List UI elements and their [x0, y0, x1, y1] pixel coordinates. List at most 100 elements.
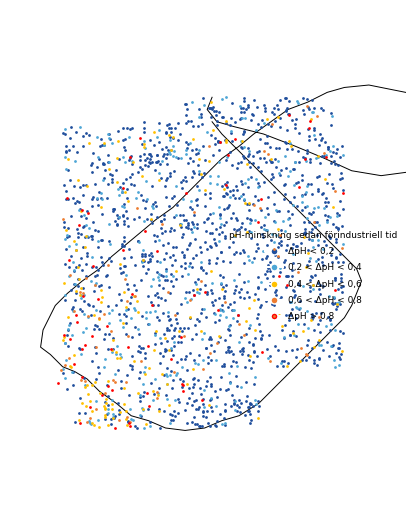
Point: [309, 96, 315, 104]
Point: [236, 396, 243, 404]
Point: [282, 180, 288, 188]
Point: [304, 261, 311, 269]
Point: [155, 316, 162, 324]
Point: [74, 148, 80, 156]
Point: [81, 310, 87, 318]
Point: [218, 247, 225, 255]
Point: [199, 336, 205, 344]
Point: [96, 389, 103, 398]
Point: [162, 175, 169, 184]
Point: [216, 317, 222, 325]
Point: [251, 96, 258, 105]
Point: [102, 166, 108, 174]
Point: [79, 243, 86, 251]
Point: [300, 94, 306, 102]
Point: [309, 315, 315, 323]
Point: [206, 143, 212, 151]
Point: [117, 353, 124, 362]
Point: [165, 239, 171, 247]
Point: [84, 381, 91, 389]
Point: [63, 226, 70, 234]
Point: [339, 347, 345, 356]
Point: [67, 319, 74, 327]
Point: [140, 245, 147, 253]
Point: [253, 175, 260, 183]
Point: [103, 271, 109, 280]
Point: [126, 155, 132, 164]
Point: [170, 272, 177, 281]
Point: [211, 347, 217, 356]
Point: [302, 263, 309, 271]
Point: [195, 317, 202, 325]
Point: [306, 154, 313, 163]
Point: [219, 420, 225, 428]
Point: [318, 136, 324, 144]
Point: [200, 218, 207, 226]
Point: [199, 400, 206, 408]
Point: [261, 225, 268, 233]
Point: [194, 182, 201, 190]
Point: [221, 205, 227, 213]
Point: [219, 256, 226, 265]
Point: [212, 239, 219, 247]
Point: [322, 211, 328, 220]
Point: [258, 301, 265, 309]
Point: [139, 344, 146, 352]
Point: [64, 325, 71, 333]
Point: [195, 275, 201, 284]
Point: [333, 252, 339, 261]
Point: [164, 380, 170, 388]
Point: [83, 324, 89, 332]
Point: [58, 366, 64, 374]
Point: [120, 124, 126, 132]
Point: [62, 245, 69, 253]
Point: [184, 419, 190, 427]
Point: [228, 362, 235, 370]
Point: [55, 379, 61, 387]
Point: [148, 214, 154, 223]
Point: [175, 326, 182, 334]
Point: [79, 345, 85, 353]
Point: [85, 313, 92, 321]
Point: [170, 133, 176, 142]
Point: [205, 255, 212, 264]
Point: [242, 179, 249, 187]
Point: [309, 281, 316, 289]
Point: [241, 248, 247, 256]
Point: [247, 410, 254, 418]
Point: [306, 352, 313, 361]
Point: [114, 185, 121, 193]
Point: [154, 258, 161, 266]
Point: [93, 322, 100, 330]
Point: [137, 134, 144, 142]
Point: [265, 120, 271, 128]
Point: [339, 205, 346, 213]
Point: [206, 229, 213, 237]
Point: [128, 314, 135, 322]
Point: [68, 211, 74, 220]
Point: [241, 278, 247, 286]
Point: [311, 126, 317, 134]
Point: [140, 424, 147, 432]
Point: [225, 325, 231, 333]
Point: [257, 335, 264, 343]
Point: [89, 159, 95, 167]
Point: [120, 262, 127, 270]
Point: [278, 359, 284, 367]
Point: [293, 352, 300, 361]
Point: [285, 137, 292, 145]
Point: [328, 152, 335, 161]
Point: [123, 312, 130, 321]
Point: [117, 407, 123, 416]
Point: [309, 309, 315, 318]
Point: [334, 299, 341, 307]
Point: [316, 313, 323, 321]
Point: [136, 393, 143, 401]
Point: [220, 192, 226, 200]
Point: [212, 318, 218, 326]
Point: [265, 331, 272, 340]
Point: [275, 113, 282, 122]
Point: [99, 391, 106, 400]
Point: [105, 391, 112, 400]
Point: [188, 263, 195, 271]
